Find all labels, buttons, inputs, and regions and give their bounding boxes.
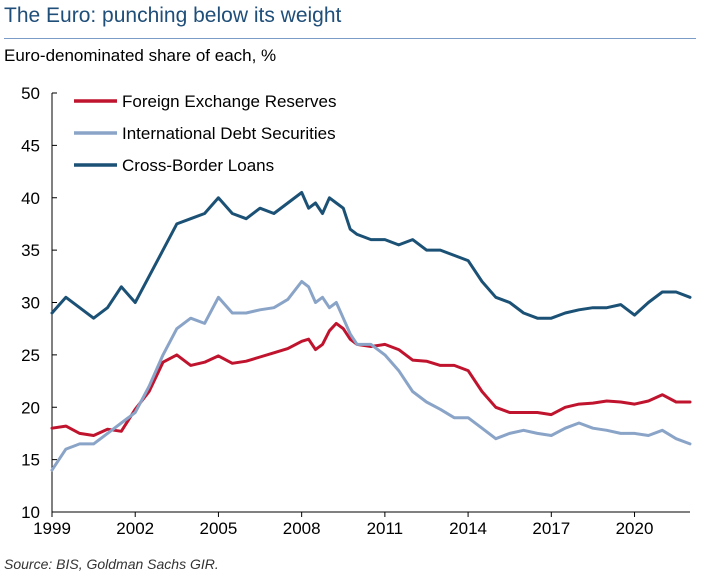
y-tick-label: 15 xyxy=(21,451,40,470)
y-tick-label: 20 xyxy=(21,398,40,417)
x-tick-label: 1999 xyxy=(33,519,71,538)
x-tick-label: 2005 xyxy=(200,519,238,538)
axes: 10 15 20 25 30 35 40 45 50 1999 2002 2005 2008 2011 20… xyxy=(21,84,690,538)
source-note: Source: BIS, Goldman Sachs GIR. xyxy=(4,556,219,572)
legend: Foreign Exchange Reserves International D… xyxy=(74,92,337,175)
x-tick-label: 2002 xyxy=(116,519,154,538)
x-tick-label: 2020 xyxy=(616,519,654,538)
legend-label-3: Cross-Border Loans xyxy=(122,156,274,175)
y-tick-label: 35 xyxy=(21,241,40,260)
x-tick-label: 2017 xyxy=(532,519,570,538)
series-line-2 xyxy=(50,280,692,472)
y-tick-label: 30 xyxy=(21,294,40,313)
x-tick-label: 2008 xyxy=(283,519,321,538)
chart-subtitle: Euro-denominated share of each, % xyxy=(4,46,277,65)
series-layer xyxy=(50,191,692,472)
x-tick-label: 2011 xyxy=(367,519,404,538)
series-line-1 xyxy=(50,321,692,437)
legend-label-2: International Debt Securities xyxy=(122,124,336,143)
y-tick-label: 25 xyxy=(21,346,40,365)
title-divider xyxy=(4,38,696,39)
y-tick-label: 10 xyxy=(21,503,40,522)
x-tick-label: 2014 xyxy=(449,519,487,538)
legend-label-1: Foreign Exchange Reserves xyxy=(122,92,337,111)
chart-title: The Euro: punching below its weight xyxy=(4,4,342,27)
series-line-3 xyxy=(50,191,692,320)
y-tick-label: 40 xyxy=(21,189,40,208)
y-tick-label: 50 xyxy=(21,84,40,103)
y-tick-label: 45 xyxy=(21,136,40,155)
